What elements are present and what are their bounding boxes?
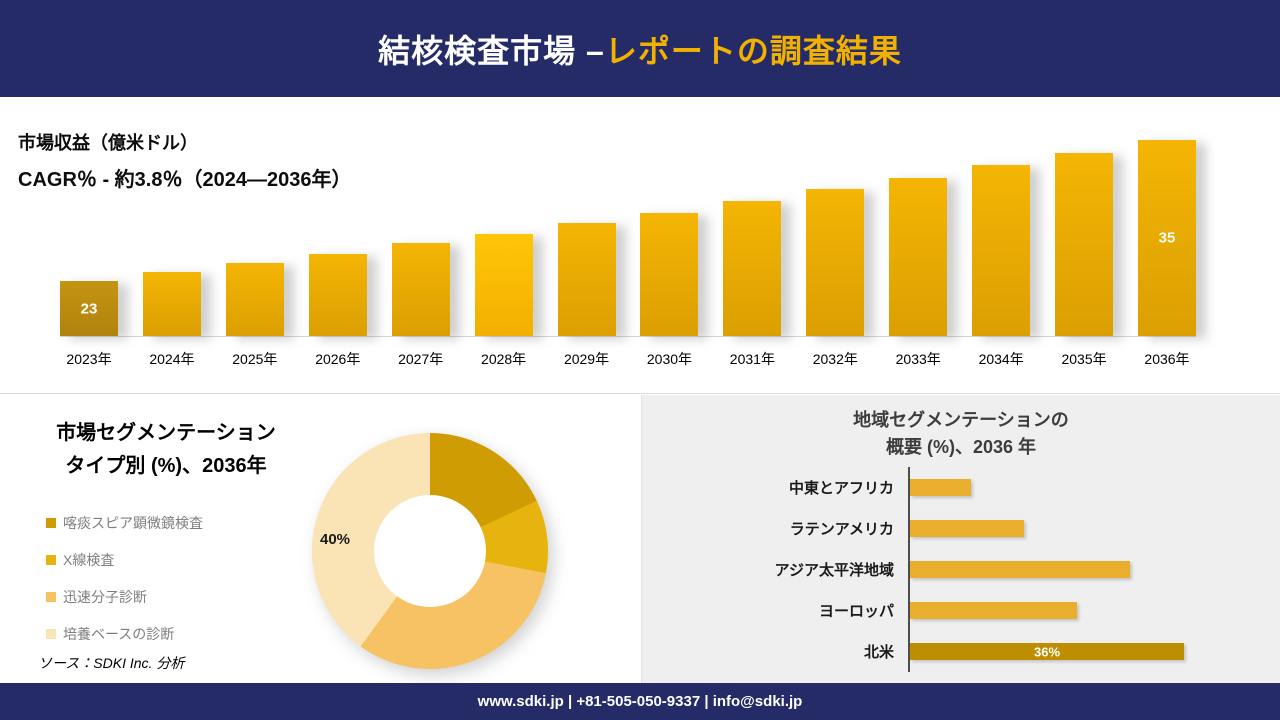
revenue-chart-section: 市場収益（億米ドル） CAGR％ - 約3.8％（2024―2036年） 23 2… — [0, 97, 1280, 394]
revenue-bar-2036年: 35 — [1137, 140, 1196, 336]
x-axis-label: 2033年 — [895, 351, 941, 367]
legend-item: 培養ベースの診断 — [46, 624, 203, 644]
region-label: 北米 — [863, 644, 894, 661]
legend-label: 培養ベースの診断 — [63, 626, 175, 642]
x-axis-label: 2025年 — [232, 351, 278, 367]
revenue-bar-2030年 — [640, 213, 699, 336]
region-chart-title-line2: 概要 (%)、2036 年 — [885, 437, 1037, 457]
revenue-bar-column: 2032年 — [806, 137, 865, 367]
legend-item: X線検査 — [46, 550, 203, 570]
legend-swatch — [46, 592, 56, 602]
x-axis-label: 2028年 — [481, 351, 527, 367]
revenue-bar-column: 2034年 — [972, 137, 1031, 367]
region-row: ヨーロッパ — [642, 590, 1280, 631]
region-label: 中東とアフリカ — [788, 480, 894, 497]
revenue-bar-2034年 — [972, 165, 1031, 336]
legend-swatch — [46, 518, 56, 528]
region-row: ラテンアメリカ — [642, 508, 1280, 549]
revenue-bar-column: 2026年 — [308, 137, 367, 367]
type-chart-title: 市場セグメンテーション タイプ別 (%)、2036年 — [40, 417, 292, 483]
revenue-bar-2027年 — [391, 243, 450, 336]
revenue-bar-2035年 — [1055, 153, 1114, 336]
legend-label: 迅速分子診断 — [63, 589, 147, 605]
region-label: ヨーロッパ — [818, 603, 894, 620]
x-axis-label: 2034年 — [978, 351, 1024, 367]
revenue-bar-column: 23 2023年 — [60, 137, 118, 367]
revenue-bar-2029年 — [557, 223, 616, 336]
region-bar-ヨーロッパ — [910, 602, 1077, 619]
revenue-bar-column: 2031年 — [723, 137, 782, 367]
page-title: 結核検査市場 –レポートの調査結果 — [378, 26, 902, 72]
type-segmentation-panel: 市場セグメンテーション タイプ別 (%)、2036年 喀痰スピア顕微鏡検査 X線検… — [0, 395, 642, 683]
revenue-bar-2031年 — [723, 201, 782, 336]
region-label: アジア太平洋地域 — [774, 562, 894, 579]
bar-value-label: 23 — [80, 300, 98, 317]
page-title-main: 結核検査市場 – — [378, 32, 605, 69]
revenue-bar-2023年: 23 — [60, 281, 118, 336]
x-axis-label: 2027年 — [398, 351, 444, 367]
legend-label: 喀痰スピア顕微鏡検査 — [63, 515, 203, 531]
revenue-metric-label: 市場収益（億米ドル） — [18, 133, 198, 153]
type-chart-title-line2: タイプ別 (%)、2036年 — [65, 455, 267, 477]
x-axis-label: 2035年 — [1061, 351, 1107, 367]
revenue-bar-column: 2027年 — [391, 137, 450, 367]
x-axis-label: 2023年 — [66, 351, 112, 367]
region-chart-title-line1: 地域セグメンテーションの — [853, 410, 1069, 430]
region-chart-title: 地域セグメンテーションの 概要 (%)、2036 年 — [642, 395, 1280, 461]
legend-item: 迅速分子診断 — [46, 587, 203, 607]
legend-swatch — [46, 555, 56, 565]
revenue-bar-2024年 — [142, 272, 201, 336]
revenue-bar-column: 35 2036年 — [1137, 137, 1196, 367]
bottom-section: 市場セグメンテーション タイプ別 (%)、2036年 喀痰スピア顕微鏡検査 X線検… — [0, 395, 1280, 683]
x-axis-label: 2030年 — [646, 351, 693, 367]
revenue-bar-column: 2033年 — [889, 137, 948, 367]
revenue-bar-2025年 — [225, 263, 284, 336]
type-donut-chart — [312, 433, 548, 669]
legend-label: X線検査 — [63, 552, 115, 568]
legend-swatch — [46, 629, 56, 639]
revenue-bar-column: 2035年 — [1055, 137, 1114, 367]
revenue-bar-column: 2029年 — [557, 137, 616, 367]
revenue-bar-2028年 — [474, 234, 533, 336]
donut-value-label: 40% — [320, 531, 351, 548]
page-title-accent: レポートの調査結果 — [604, 32, 902, 69]
region-row: 中東とアフリカ — [642, 467, 1280, 508]
revenue-bar-column: 2030年 — [640, 137, 699, 367]
revenue-bar-2026年 — [308, 254, 367, 336]
region-bar-ラテンアメリカ — [910, 520, 1024, 537]
x-axis-label: 2029年 — [563, 351, 610, 367]
type-chart-title-line1: 市場セグメンテーション — [56, 422, 276, 444]
revenue-bar-column: 2024年 — [142, 137, 201, 367]
x-axis-label: 2024年 — [149, 351, 195, 367]
revenue-bar-column: 2028年 — [474, 137, 533, 367]
legend-item: 喀痰スピア顕微鏡検査 — [46, 513, 203, 533]
cagr-label: CAGR％ - 約3.8％（2024―2036年） — [18, 169, 352, 191]
type-legend: 喀痰スピア顕微鏡検査 X線検査迅速分子診断培養ベースの診断 — [46, 513, 203, 661]
revenue-bar-column: 2025年 — [225, 137, 284, 367]
x-axis-label: 2026年 — [315, 351, 361, 367]
region-bar-chart: 中東とアフリカ ラテンアメリカアジア太平洋地域ヨーロッパ北米 36% — [642, 467, 1280, 672]
revenue-bar-2033年 — [889, 178, 948, 336]
footer-contact: www.sdki.jp | +81-505-050-9337 | info@sd… — [477, 693, 803, 710]
region-bar-アジア太平洋地域 — [910, 561, 1130, 578]
bar-value-label: 35 — [1158, 229, 1176, 247]
region-value-label: 36% — [1033, 644, 1061, 659]
source-note: ソース：SDKI Inc. 分析 — [38, 655, 185, 671]
region-row: 北米 36% — [642, 631, 1280, 672]
region-row: アジア太平洋地域 — [642, 549, 1280, 590]
revenue-bar-chart: 23 2023年 2024年 2025年 2026年 2027年 2028年 2029年 203… — [60, 137, 1196, 367]
footer-banner: www.sdki.jp | +81-505-050-9337 | info@sd… — [0, 683, 1280, 720]
revenue-bar-2032年 — [806, 189, 865, 336]
region-segmentation-panel: 地域セグメンテーションの 概要 (%)、2036 年 中東とアフリカ ラテンアメリ… — [642, 395, 1280, 683]
region-axis-line — [908, 467, 910, 672]
region-label: ラテンアメリカ — [789, 521, 894, 538]
region-bar-北米: 36% — [910, 643, 1184, 660]
x-axis-label: 2032年 — [812, 351, 858, 367]
x-axis-label: 2031年 — [729, 351, 775, 367]
header-banner: 結核検査市場 –レポートの調査結果 — [0, 0, 1280, 97]
x-axis-label: 2036年 — [1144, 351, 1190, 367]
region-bar-中東とアフリカ — [910, 479, 971, 496]
